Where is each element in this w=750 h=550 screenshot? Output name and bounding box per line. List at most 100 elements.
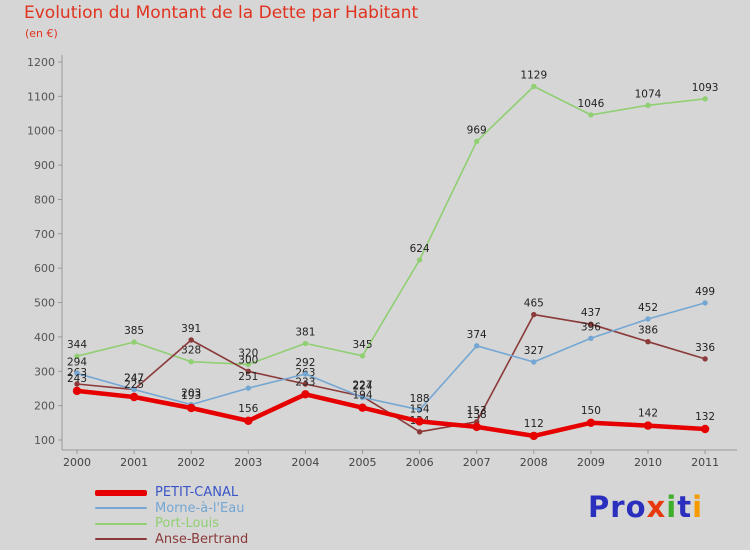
data-label-anse-bertrand: 391 bbox=[181, 323, 201, 335]
data-label-morne-l-eau: 251 bbox=[238, 371, 258, 383]
series-port-louis: 344 385 328 320 381 345 624 969 1129 1046 1074 1093 bbox=[67, 69, 719, 368]
svg-text:900: 900 bbox=[34, 159, 55, 172]
data-label-petit-canal: 194 bbox=[352, 390, 372, 402]
data-point-anse-bertrand bbox=[245, 368, 251, 374]
svg-text:300: 300 bbox=[34, 365, 55, 378]
data-point-morne-l-eau bbox=[702, 300, 708, 306]
svg-text:2002: 2002 bbox=[177, 456, 205, 469]
svg-text:700: 700 bbox=[34, 228, 55, 241]
proxiti-logo: Proxiti bbox=[588, 490, 703, 524]
data-point-morne-l-eau bbox=[359, 394, 366, 401]
data-point-port-louis bbox=[245, 361, 251, 368]
series-petit-canal: 243 225 193 156 233 194 154 138 112 150 142 132 bbox=[67, 373, 715, 441]
data-label-petit-canal: 150 bbox=[581, 405, 601, 417]
logo-letter: o bbox=[625, 490, 647, 524]
data-label-petit-canal: 225 bbox=[124, 379, 144, 391]
data-point-petit-canal bbox=[129, 392, 139, 402]
chart-title: Evolution du Montant de la Dette par Hab… bbox=[24, 3, 419, 23]
svg-text:500: 500 bbox=[34, 297, 55, 310]
svg-text:200: 200 bbox=[34, 400, 55, 413]
series-morne-l-eau: 294 247 203 251 292 224 188 374 327 396 452 499 bbox=[67, 286, 715, 413]
data-point-port-louis bbox=[588, 112, 594, 118]
data-label-morne-l-eau: 294 bbox=[67, 356, 87, 368]
data-point-port-louis bbox=[302, 340, 309, 347]
data-label-port-louis: 969 bbox=[467, 124, 487, 136]
svg-text:400: 400 bbox=[34, 331, 55, 344]
legend-swatch-anse-bertrand bbox=[95, 538, 147, 541]
data-point-morne-l-eau bbox=[74, 370, 80, 376]
data-point-petit-canal bbox=[472, 422, 481, 432]
data-label-port-louis: 344 bbox=[67, 339, 87, 351]
data-point-port-louis bbox=[531, 83, 537, 90]
legend-item-morne-a-leau: Morne-à-l'Eau bbox=[95, 501, 248, 517]
data-point-morne-l-eau bbox=[131, 386, 137, 393]
data-point-anse-bertrand bbox=[645, 339, 651, 345]
legend-swatch-petit-canal bbox=[95, 489, 147, 496]
svg-text:100: 100 bbox=[34, 434, 55, 447]
svg-text:2007: 2007 bbox=[463, 456, 491, 469]
data-label-morne-l-eau: 188 bbox=[410, 393, 430, 405]
data-label-petit-canal: 132 bbox=[695, 411, 715, 423]
svg-text:1200: 1200 bbox=[27, 56, 55, 69]
series-line-morne-l-eau bbox=[76, 302, 706, 411]
logo-letter: i bbox=[666, 490, 678, 524]
data-label-port-louis: 381 bbox=[295, 326, 315, 338]
data-point-anse-bertrand bbox=[302, 381, 309, 387]
data-label-petit-canal: 233 bbox=[295, 376, 315, 388]
data-label-anse-bertrand: 247 bbox=[124, 373, 144, 385]
data-point-petit-canal bbox=[586, 418, 596, 427]
data-point-anse-bertrand bbox=[702, 356, 708, 362]
data-point-port-louis bbox=[131, 339, 137, 345]
data-point-morne-l-eau bbox=[531, 359, 537, 365]
data-label-anse-bertrand: 153 bbox=[467, 405, 487, 417]
data-label-morne-l-eau: 292 bbox=[295, 357, 315, 369]
data-point-morne-l-eau bbox=[302, 371, 309, 377]
data-label-petit-canal: 156 bbox=[238, 403, 258, 415]
data-point-anse-bertrand bbox=[588, 321, 594, 327]
data-label-port-louis: 1129 bbox=[520, 69, 547, 81]
data-point-petit-canal bbox=[72, 386, 82, 396]
logo-letter: P bbox=[588, 490, 611, 524]
data-point-port-louis bbox=[474, 138, 480, 145]
data-label-port-louis: 1074 bbox=[635, 88, 662, 100]
chart-legend: PETIT-CANAL Morne-à-l'Eau Port-Louis Ans… bbox=[95, 485, 248, 547]
logo-letter: i bbox=[692, 490, 704, 524]
svg-text:2006: 2006 bbox=[406, 456, 434, 469]
svg-text:2000: 2000 bbox=[63, 456, 91, 469]
data-point-morne-l-eau bbox=[416, 407, 423, 413]
data-point-port-louis bbox=[416, 257, 423, 263]
data-label-port-louis: 1046 bbox=[578, 98, 605, 110]
legend-label-morne-a-leau: Morne-à-l'Eau bbox=[155, 500, 245, 516]
data-point-anse-bertrand bbox=[416, 429, 423, 435]
data-label-morne-l-eau: 327 bbox=[524, 345, 544, 357]
data-label-morne-l-eau: 247 bbox=[124, 373, 144, 385]
line-chart: 100 200 300 400 500 600 700 800 900 1000 1100 1200 2… bbox=[27, 55, 737, 469]
data-point-petit-canal bbox=[301, 390, 310, 399]
logo-letter: x bbox=[646, 490, 667, 524]
data-label-anse-bertrand: 300 bbox=[238, 354, 258, 366]
data-point-petit-canal bbox=[529, 431, 538, 441]
svg-text:2004: 2004 bbox=[291, 456, 319, 469]
data-point-petit-canal bbox=[415, 417, 424, 426]
legend-label-port-louis: Port-Louis bbox=[155, 516, 220, 532]
data-point-morne-l-eau bbox=[245, 385, 251, 391]
data-label-port-louis: 320 bbox=[238, 347, 258, 359]
data-label-anse-bertrand: 437 bbox=[581, 307, 601, 319]
data-label-anse-bertrand: 227 bbox=[352, 379, 372, 391]
data-point-petit-canal bbox=[187, 403, 196, 413]
data-label-petit-canal: 154 bbox=[410, 403, 430, 415]
data-point-morne-l-eau bbox=[645, 316, 651, 322]
legend-item-port-louis: Port-Louis bbox=[95, 516, 248, 532]
data-point-morne-l-eau bbox=[474, 343, 480, 349]
svg-text:2011: 2011 bbox=[691, 456, 719, 469]
data-point-port-louis bbox=[188, 359, 194, 365]
svg-text:800: 800 bbox=[34, 193, 55, 206]
data-point-port-louis bbox=[74, 353, 80, 359]
svg-text:2009: 2009 bbox=[577, 456, 605, 469]
data-label-port-louis: 1093 bbox=[692, 82, 719, 94]
data-label-port-louis: 624 bbox=[410, 243, 430, 255]
legend-label-anse-bertrand: Anse-Bertrand bbox=[155, 531, 249, 547]
svg-text:1000: 1000 bbox=[27, 125, 55, 138]
data-point-port-louis bbox=[702, 96, 708, 102]
